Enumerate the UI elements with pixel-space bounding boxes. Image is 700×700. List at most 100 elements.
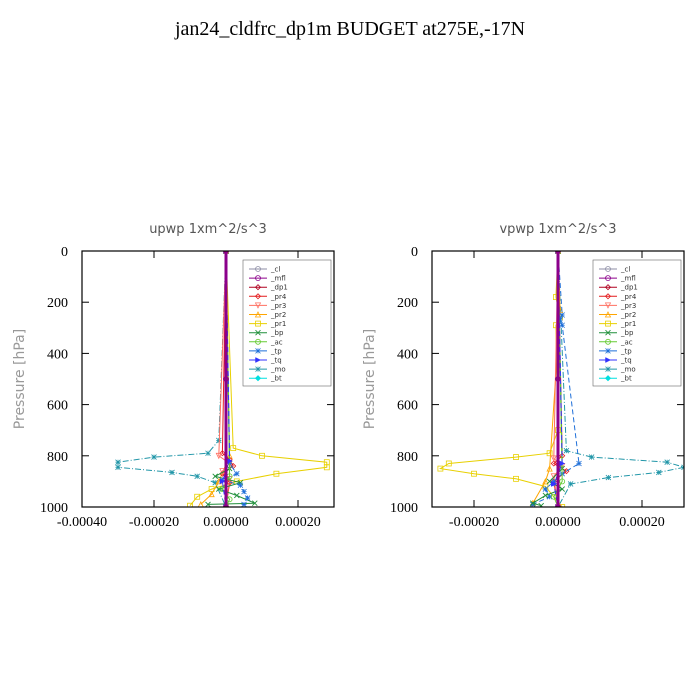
series-point-mfl (555, 251, 561, 254)
x-tick-label: 0.00020 (275, 515, 321, 530)
legend-item-label: _bt (620, 375, 632, 383)
series-point-bp (205, 501, 211, 507)
series-point-pr2 (546, 465, 553, 472)
legend-marker (255, 348, 261, 354)
legend-marker (604, 375, 612, 382)
series-point-pr1 (546, 450, 553, 457)
legend-item-label: _tp (270, 347, 282, 355)
series-point-tp (244, 495, 251, 501)
series-point-pr4 (226, 479, 233, 486)
series-point-pr1 (471, 470, 477, 477)
series-line-pr1 (438, 251, 563, 507)
panel-2-legend: _cl_mfl_dp1_pr4_pr3_pr2_pr1_bp_ac_tp_tq_… (592, 259, 682, 387)
panel-1-series (115, 251, 330, 507)
series-point-pr4 (219, 450, 226, 457)
series-point-tp (546, 493, 553, 500)
legend-item-label: _cl (270, 266, 280, 274)
series-point-mo (563, 447, 570, 454)
y-tick-label: 800 (47, 450, 68, 465)
legend-item-label: _mfl (620, 275, 636, 283)
legend-item-label: _pr4 (270, 293, 287, 301)
series-point-pr1 (273, 470, 280, 477)
series-point-mo (194, 473, 200, 480)
panel-1-y-axis-label: Pressure [hPa] (12, 329, 28, 429)
legend-marker (255, 320, 261, 327)
series-point-bp (559, 486, 566, 492)
series-point-tq (559, 460, 566, 467)
legend-item-label: _pr2 (620, 311, 636, 319)
x-tick-label: -0.00020 (129, 515, 179, 530)
legend-marker (605, 320, 611, 327)
series-point-tq (219, 478, 226, 485)
legend-item-label: _ac (620, 338, 633, 346)
series-point-pr1 (194, 493, 201, 500)
series-point-bp (233, 492, 240, 499)
legend-box (242, 259, 332, 387)
legend-marker (605, 338, 611, 345)
legend-marker (604, 293, 612, 300)
legend-item-label: _mfl (270, 275, 286, 283)
legend-item-label: _bp (270, 329, 284, 337)
series-point-mo (567, 481, 574, 487)
series-point-mo (169, 469, 175, 476)
series-point-tp (237, 482, 244, 489)
legend-marker (254, 311, 262, 318)
series-point-mfl (223, 376, 229, 382)
series-point-mo (205, 450, 211, 457)
series-point-pr1 (445, 460, 452, 467)
legend-marker (605, 275, 611, 282)
y-tick-label: 800 (397, 450, 418, 465)
legend-item-label: _mo (270, 366, 286, 374)
legend-marker (604, 311, 612, 318)
legend-marker (605, 348, 611, 354)
series-point-mfl (555, 504, 561, 507)
series-point-pr2 (208, 490, 215, 498)
series-line-tq (553, 251, 563, 507)
legend-item-label: _tp (620, 347, 632, 355)
panel-1-title: upwp 1xm^2/s^3 (149, 222, 267, 237)
series-point-bp (212, 473, 219, 480)
series-point-pr3 (550, 455, 557, 462)
panel-1-frame (81, 250, 335, 508)
legend-marker (605, 329, 611, 336)
legend-box (592, 259, 682, 387)
legend-marker (254, 293, 262, 300)
series-point-tp (557, 317, 563, 323)
legend-marker (254, 284, 262, 291)
series-point-pr3 (215, 452, 222, 460)
series-point-pr1 (230, 445, 237, 452)
series-point-bp (251, 500, 258, 506)
legend-item-label: _bp (620, 329, 634, 337)
series-point-mo (656, 469, 662, 476)
series-point-tp (559, 312, 565, 318)
x-tick-label: 0.00000 (535, 515, 581, 530)
series-point-mo (588, 454, 595, 460)
series-point-tq (551, 481, 557, 487)
y-tick-label: 200 (47, 296, 68, 311)
legend-marker (254, 375, 262, 382)
series-point-tp (551, 478, 557, 485)
series-point-mfl (223, 504, 229, 507)
y-tick-label: 1000 (390, 501, 418, 516)
series-point-ac (559, 478, 566, 485)
series-point-dp1 (222, 503, 230, 507)
series-point-tp (241, 501, 247, 507)
panel-2-frame (431, 250, 685, 508)
y-tick-label: 600 (397, 399, 418, 414)
legend-item-label: _bt (270, 375, 282, 383)
series-point-pr1 (513, 454, 519, 460)
series-point-pr3 (219, 468, 226, 475)
series-point-mo (115, 459, 121, 465)
y-tick-label: 600 (47, 399, 68, 414)
series-point-mo (212, 479, 218, 486)
x-tick-label: 0.00020 (619, 515, 665, 530)
series-point-mo (605, 474, 612, 481)
legend-item-label: _pr1 (270, 320, 286, 328)
legend-item-label: _ac (270, 338, 283, 346)
legend-item-label: _dp1 (620, 284, 638, 292)
series-line-pr1 (189, 251, 328, 507)
legend-item-label: _tq (620, 357, 632, 365)
legend-item-label: _dp1 (270, 284, 288, 292)
x-tick-label: 0.00000 (203, 515, 249, 530)
